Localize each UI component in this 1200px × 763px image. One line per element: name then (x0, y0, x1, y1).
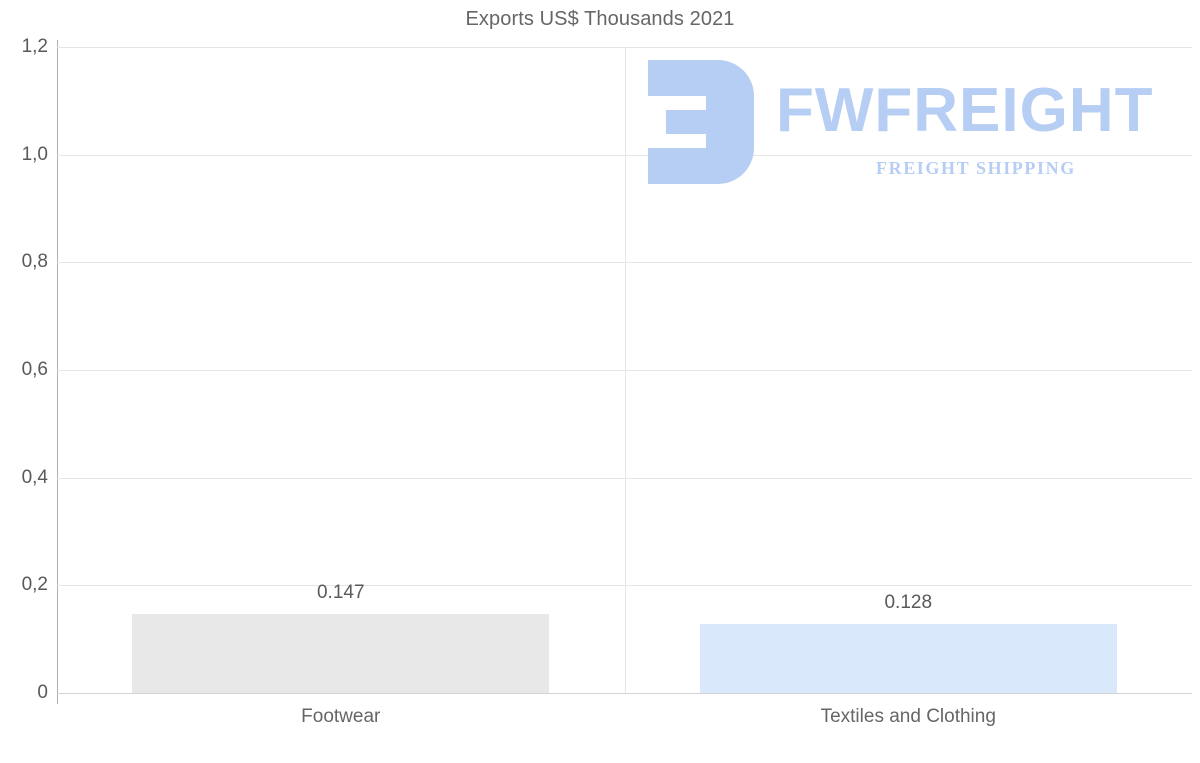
y-axis-tick-label: 0,8 (21, 251, 48, 273)
bar-value-label: 0.147 (316, 581, 365, 603)
y-axis-tick-labels: 0 0,2 0,4 0,6 0,8 1,0 1,2 (0, 0, 48, 763)
y-axis-tick-label: 1,0 (21, 143, 48, 165)
x-axis-tick-label: Footwear (301, 706, 381, 727)
y-axis-line (57, 40, 58, 704)
y-axis-tick-label: 0,2 (21, 574, 48, 596)
y-axis-tick-label: 0,4 (21, 466, 48, 488)
bar-value-label: 0.128 (884, 592, 933, 614)
chart-title: Exports US$ Thousands 2021 (465, 8, 735, 30)
x-axis-tick-label: Textiles and Clothing (820, 706, 996, 727)
plot-area: 0.147 0.128 (57, 47, 1192, 694)
bar[interactable] (132, 613, 550, 693)
y-axis-tick-label: 0 (37, 682, 48, 703)
bar[interactable] (699, 624, 1117, 693)
gridline-vertical (624, 47, 626, 693)
y-axis-tick-label: 1,2 (21, 36, 48, 57)
y-axis-tick-label: 0,6 (21, 359, 48, 380)
gridline-horizontal (57, 693, 1192, 694)
